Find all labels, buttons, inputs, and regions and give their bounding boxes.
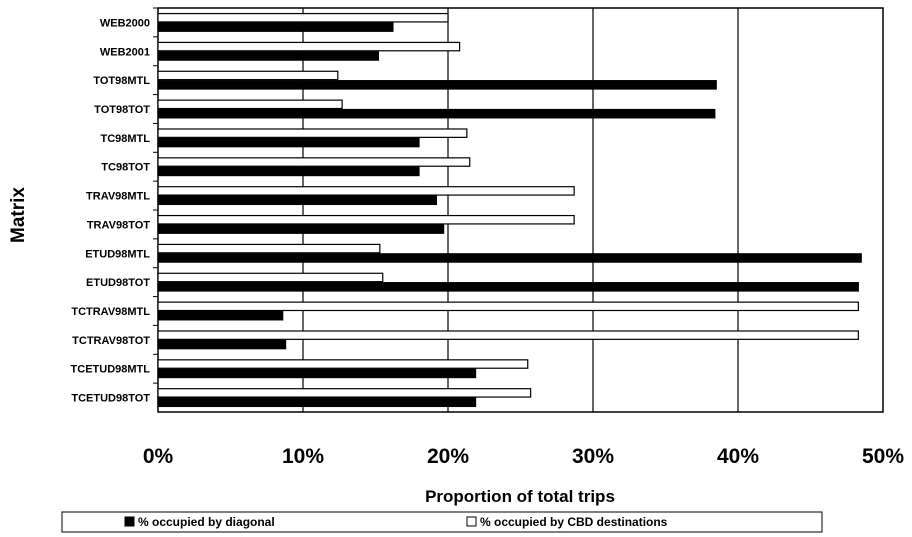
y-axis-title: Matrix xyxy=(8,187,29,243)
bar-cbd-destinations xyxy=(157,99,343,110)
bar-diagonal xyxy=(157,166,420,177)
y-tick-label: TCETUD98MTL xyxy=(71,364,151,376)
y-tick-label: ETUD98TOT xyxy=(86,277,150,289)
y-tick-label: TOT98TOT xyxy=(94,104,150,116)
bar-diagonal xyxy=(157,22,394,32)
legend-label-cbd: % occupied by CBD destinations xyxy=(480,515,668,529)
legend-box xyxy=(61,511,823,533)
bar-diagonal xyxy=(157,368,477,379)
bar-diagonal xyxy=(157,310,284,321)
y-tick-label: TRAV98TOT xyxy=(87,219,150,231)
bars xyxy=(157,12,862,408)
y-tick-label: TC98TOT xyxy=(101,162,150,174)
x-tick-label: 10% xyxy=(282,445,324,468)
bar-cbd-destinations xyxy=(157,359,529,369)
y-tick-label: WEB2000 xyxy=(100,17,150,29)
x-tick-label: 0% xyxy=(143,445,174,468)
y-tick-label: TC98MTL xyxy=(101,133,151,145)
y-tick-label: TCETUD98TOT xyxy=(71,393,150,405)
legend-swatch-cbd xyxy=(466,516,477,527)
bar-diagonal xyxy=(157,108,716,119)
x-tick-label: 20% xyxy=(427,445,469,468)
bar-diagonal xyxy=(157,195,437,206)
plot-area xyxy=(157,7,884,413)
bar-cbd-destinations xyxy=(157,12,449,23)
bar-diagonal xyxy=(157,397,477,408)
bar-diagonal xyxy=(157,80,717,90)
legend: % occupied by diagonal % occupied by CBD… xyxy=(61,511,823,533)
bar-cbd-destinations xyxy=(157,157,471,167)
x-axis-title: Proportion of total trips xyxy=(425,487,615,506)
bar-diagonal xyxy=(157,51,379,61)
y-tick-label: TRAV98MTL xyxy=(86,191,150,203)
bar-cbd-destinations xyxy=(157,243,381,254)
bar-cbd-destinations xyxy=(157,272,384,283)
y-tick-label: TCTRAV98MTL xyxy=(71,306,150,318)
x-tick-label: 40% xyxy=(717,445,759,468)
legend-swatch-diagonal xyxy=(124,516,135,527)
x-tick-label: 30% xyxy=(572,445,614,468)
bar-cbd-destinations xyxy=(157,301,859,312)
y-tick-label: TCTRAV98TOT xyxy=(72,335,150,347)
legend-label-diagonal: % occupied by diagonal xyxy=(138,515,275,529)
grid-lines xyxy=(302,8,739,412)
bar-cbd-destinations xyxy=(157,128,468,138)
bar-diagonal xyxy=(157,224,445,234)
x-tick-label: 50% xyxy=(862,445,904,468)
y-tick-label: ETUD98MTL xyxy=(85,248,150,260)
bar-cbd-destinations xyxy=(157,70,339,81)
bar-diagonal xyxy=(157,253,862,263)
y-tick-label: WEB2001 xyxy=(100,46,150,58)
bar-cbd-destinations xyxy=(157,41,461,52)
bar-diagonal xyxy=(157,282,859,292)
y-tick-labels: WEB2000 WEB2001 TOT98MTL TOT98TOT TC98MTL TC9… xyxy=(71,7,158,405)
bar-cbd-destinations xyxy=(157,388,532,398)
x-tick-labels: 0% 10% 20% 30% 40% 50% xyxy=(143,445,905,468)
bar-diagonal xyxy=(157,339,287,350)
bar-cbd-destinations xyxy=(157,186,575,196)
bar-cbd-destinations xyxy=(157,214,575,225)
y-tick-label: TOT98MTL xyxy=(93,75,150,87)
bar-diagonal xyxy=(157,137,420,148)
bar-cbd-destinations xyxy=(157,330,859,340)
